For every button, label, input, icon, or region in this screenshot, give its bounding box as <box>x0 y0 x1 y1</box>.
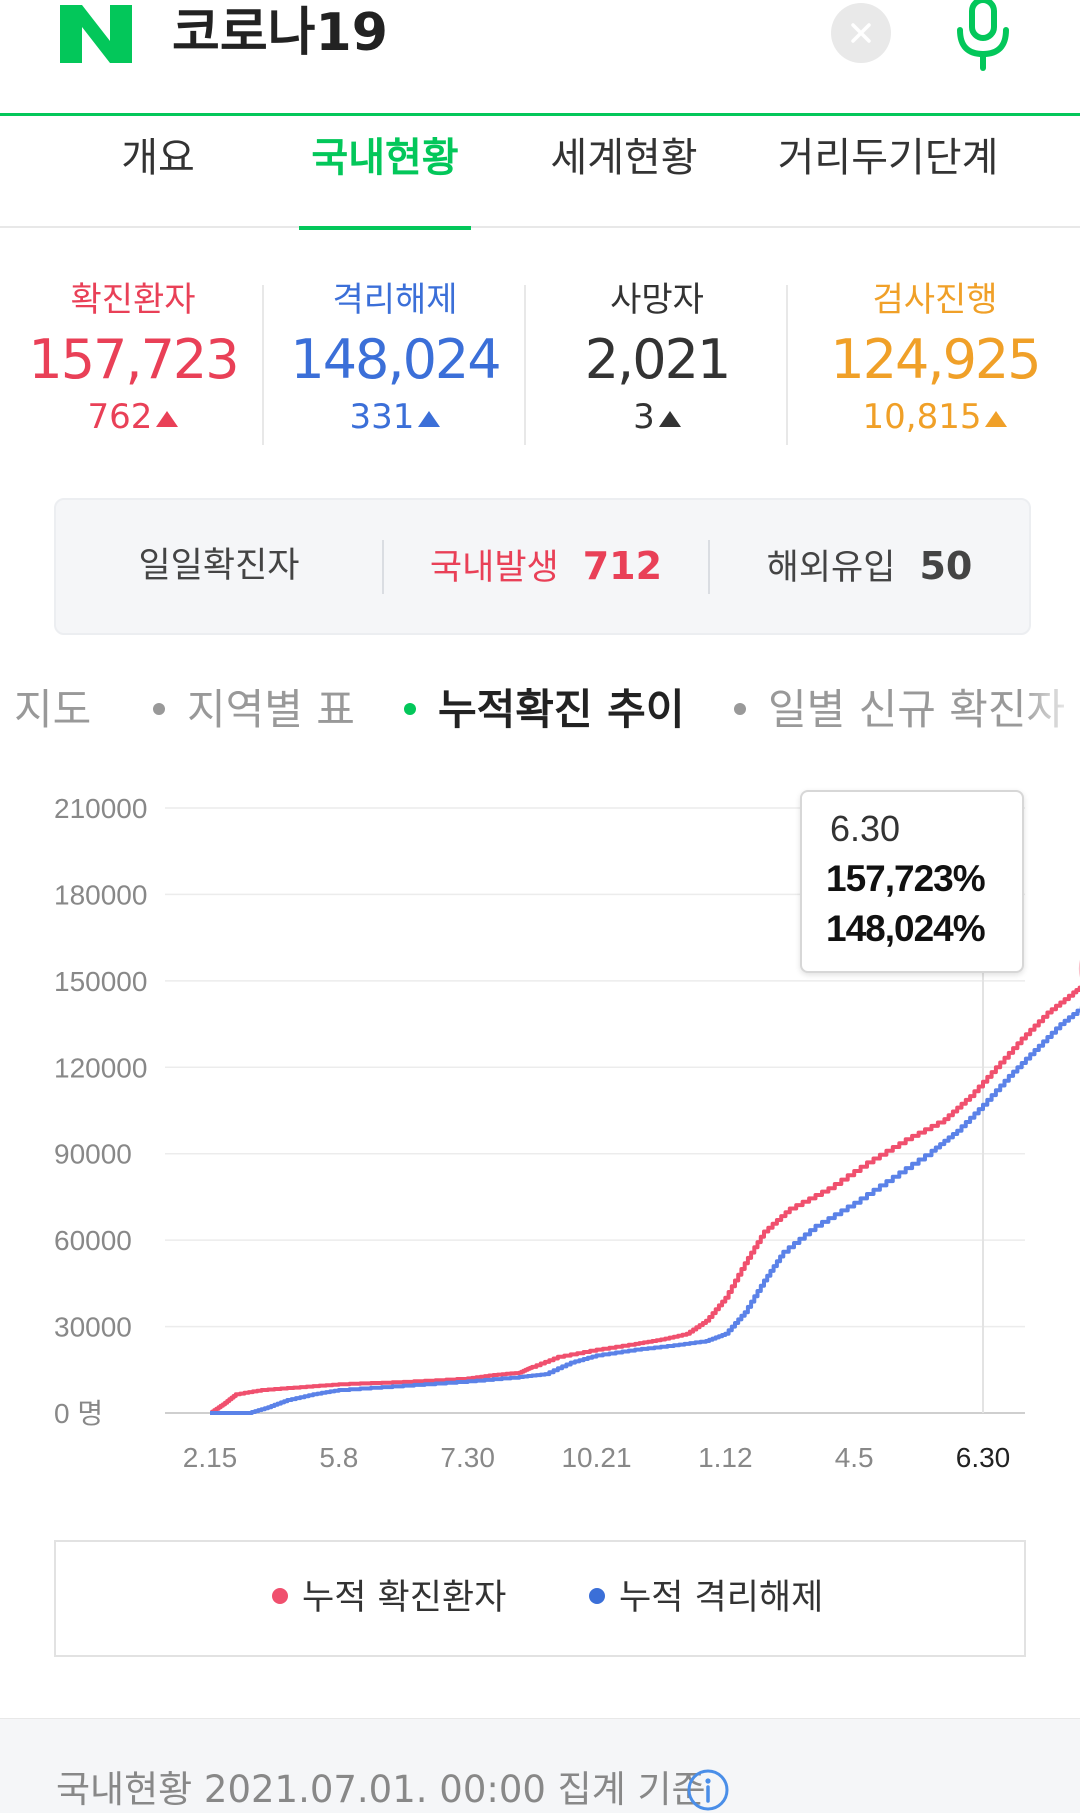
clear-button[interactable] <box>831 3 891 63</box>
stat-change-value: 762 <box>88 397 153 437</box>
stat-confirmed: 확진환자 157,723 762 <box>2 275 264 439</box>
legend-label: 누적 확진환자 <box>302 1578 506 1618</box>
stat-change-value: 3 <box>633 397 655 437</box>
voice-search-button[interactable] <box>945 0 1021 72</box>
info-icon[interactable] <box>686 1768 730 1812</box>
x-tick-label: 2.15 <box>183 1442 238 1473</box>
x-tick-label: 6.30 <box>956 1442 1011 1473</box>
subtab-label: 지도 <box>14 685 91 734</box>
bullet-icon <box>734 703 746 715</box>
overseas-label: 해외유입 <box>767 548 896 588</box>
subtab-daily-new[interactable]: 일별 신규 확진자 <box>734 680 1065 740</box>
stat-change: 331 <box>264 395 526 439</box>
stat-change: 762 <box>2 395 264 439</box>
y-tick-label: 210000 <box>54 793 147 824</box>
chart-subtabs: 지도 지역별 표 누적확진 추이 일별 신규 확진자 <box>0 680 1080 740</box>
close-icon <box>831 3 891 63</box>
y-tick-label: 30000 <box>54 1312 132 1343</box>
legend-label: 누적 격리해제 <box>619 1578 823 1618</box>
stat-label: 격리해제 <box>264 275 526 325</box>
up-triangle-icon <box>418 411 440 427</box>
tab-distancing[interactable]: 거리두기단계 <box>768 116 1008 228</box>
y-axis-ticks: 0 명 30000 60000 90000 120000 150000 180000 2100… <box>54 793 147 1429</box>
stat-deaths: 사망자 2,021 3 <box>526 275 788 439</box>
scroll-fade <box>1020 680 1080 740</box>
daily-domestic: 국내발생 712 <box>384 500 708 633</box>
y-tick-label: 150000 <box>54 966 147 997</box>
search-query[interactable]: 코로나19 <box>172 0 388 66</box>
up-triangle-icon <box>156 411 178 427</box>
stat-change: 10,815 <box>804 395 1066 439</box>
bullet-icon <box>404 703 416 715</box>
subtab-region-table[interactable]: 지역별 표 <box>153 680 355 740</box>
subtab-label: 누적확진 추이 <box>438 685 684 734</box>
legend-dot <box>272 1588 288 1604</box>
y-tick-label: 90000 <box>54 1139 132 1170</box>
stat-change-value: 10,815 <box>863 397 982 437</box>
microphone-icon <box>945 0 1021 72</box>
subtab-label: 지역별 표 <box>187 685 355 734</box>
stat-value: 124,925 <box>804 325 1066 395</box>
stat-value: 148,024 <box>264 325 526 395</box>
tooltip-value-confirmed: 157,723% <box>826 854 1022 904</box>
stat-change: 3 <box>526 395 788 439</box>
daily-title: 일일확진자 <box>56 500 382 633</box>
tooltip-date: 6.30 <box>830 804 1022 854</box>
subtab-cumulative[interactable]: 누적확진 추이 <box>404 680 684 740</box>
legend-item-released[interactable]: 누적 격리해제 <box>589 1542 823 1655</box>
tooltip-value-released: 148,024% <box>826 904 1022 954</box>
legend-dot <box>589 1588 605 1604</box>
tab-world[interactable]: 세계현황 <box>533 116 715 228</box>
main-tabs: 개요 국내현황 세계현황 거리두기단계 <box>0 116 1080 228</box>
daily-overseas: 해외유입 50 <box>710 500 1029 633</box>
chart-tooltip: 6.30 157,723% 148,024% <box>800 790 1024 973</box>
series-line-released <box>210 987 1080 1414</box>
x-tick-label: 4.5 <box>835 1442 874 1473</box>
naver-logo[interactable] <box>60 5 132 63</box>
stat-change-value: 331 <box>350 397 415 437</box>
y-tick-label: 0 명 <box>54 1398 103 1429</box>
domestic-label: 국내발생 <box>430 548 559 588</box>
stat-label: 검사진행 <box>804 275 1066 325</box>
chart-legend: 누적 확진환자 누적 격리해제 <box>54 1540 1026 1657</box>
y-tick-label: 60000 <box>54 1225 132 1256</box>
x-tick-label: 5.8 <box>319 1442 358 1473</box>
y-tick-label: 120000 <box>54 1052 147 1083</box>
search-header: 코로나19 <box>0 0 1080 116</box>
x-tick-label: 1.12 <box>698 1442 753 1473</box>
stat-label: 확진환자 <box>2 275 264 325</box>
y-tick-label: 180000 <box>54 879 147 910</box>
stat-testing: 검사진행 124,925 10,815 <box>804 275 1066 439</box>
series-line-confirmed <box>210 959 1080 1413</box>
overseas-value: 50 <box>919 544 972 588</box>
domestic-value: 712 <box>583 544 662 588</box>
tab-domestic[interactable]: 국내현황 <box>299 116 471 228</box>
tab-overview[interactable]: 개요 <box>100 116 216 228</box>
daily-confirmed-box: 일일확진자 국내발생 712 해외유입 50 <box>54 498 1031 635</box>
up-triangle-icon <box>659 411 681 427</box>
subtab-map[interactable]: 지도 <box>0 680 91 740</box>
x-axis-ticks: 2.15 5.8 7.30 10.21 1.12 4.5 6.30 <box>183 1442 1011 1473</box>
x-tick-label: 10.21 <box>561 1442 631 1473</box>
chart-lines <box>210 959 1080 1413</box>
bullet-icon <box>153 703 165 715</box>
x-tick-label: 7.30 <box>440 1442 495 1473</box>
footer-text: 국내현황 2021.07.01. 00:00 집계 기준 <box>56 1765 706 1815</box>
stat-released: 격리해제 148,024 331 <box>264 275 526 439</box>
stat-label: 사망자 <box>526 275 788 325</box>
legend-item-confirmed[interactable]: 누적 확진환자 <box>272 1542 506 1655</box>
up-triangle-icon <box>985 411 1007 427</box>
stat-value: 157,723 <box>2 325 264 395</box>
stat-value: 2,021 <box>526 325 788 395</box>
divider <box>786 285 788 445</box>
footer: 국내현황 2021.07.01. 00:00 집계 기준 <box>0 1718 1080 1813</box>
